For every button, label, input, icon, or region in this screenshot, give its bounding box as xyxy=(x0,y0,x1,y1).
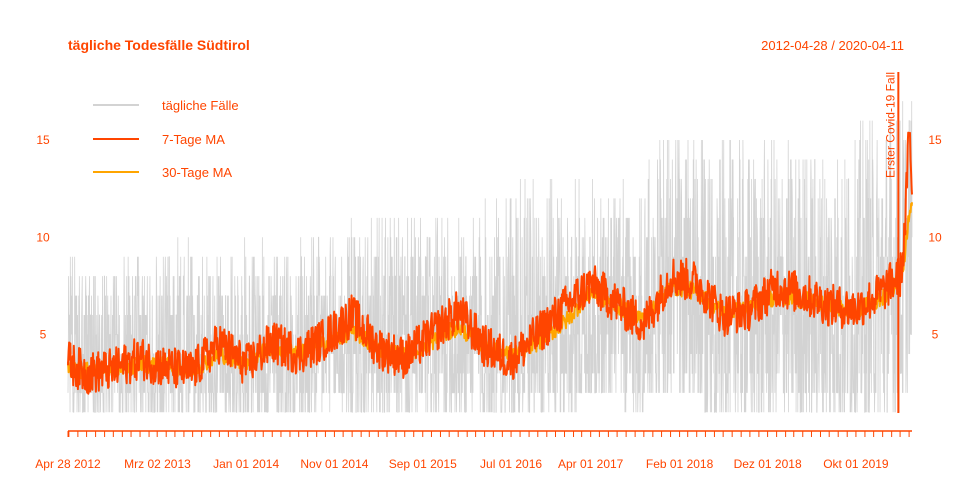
ma7-series xyxy=(67,131,913,395)
y-tick-label-left: 5 xyxy=(40,328,47,342)
covid-annotation: Erster Covid-19 Fall xyxy=(883,72,900,413)
y-tick-label-left: 15 xyxy=(36,133,50,147)
x-tick-label: Dez 01 2018 xyxy=(734,457,802,471)
y-axis-left: 5 10 15 xyxy=(36,133,50,341)
y-tick-label-right: 15 xyxy=(928,133,942,147)
x-tick-label: Jul 01 2016 xyxy=(480,457,542,471)
x-tick-label: Apr 28 2012 xyxy=(35,457,101,471)
legend: tägliche Fälle 7-Tage MA 30-Tage MA xyxy=(93,98,239,180)
daily-cases-line xyxy=(67,101,913,413)
x-axis: Apr 28 2012 Mrz 02 2013 Jan 01 2014 Nov 01 … xyxy=(35,430,912,471)
y-tick-label-right: 10 xyxy=(928,230,942,244)
x-tick-label: Nov 01 2014 xyxy=(300,457,368,471)
chart-title: tägliche Todesfälle Südtirol xyxy=(68,37,250,53)
x-tick-label: Apr 01 2017 xyxy=(558,457,624,471)
x-tick-label: Mrz 02 2013 xyxy=(124,457,191,471)
annotation-label: Erster Covid-19 Fall xyxy=(883,72,897,178)
y-tick-label-left: 10 xyxy=(36,230,50,244)
legend-label-ma7: 7-Tage MA xyxy=(162,132,225,147)
legend-label-daily: tägliche Fälle xyxy=(162,98,239,113)
x-tick-label: Feb 01 2018 xyxy=(646,457,714,471)
ma7-line xyxy=(67,131,913,395)
y-tick-label-right: 5 xyxy=(932,328,939,342)
date-range: 2012-04-28 / 2020-04-11 xyxy=(761,38,904,53)
legend-label-ma30: 30-Tage MA xyxy=(162,165,232,180)
daily-cases-series xyxy=(67,101,913,413)
x-tick-label: Okt 01 2019 xyxy=(823,457,889,471)
x-tick-label: Sep 01 2015 xyxy=(389,457,457,471)
x-tick-label: Jan 01 2014 xyxy=(213,457,279,471)
y-axis-right: 5 10 15 xyxy=(928,133,942,341)
